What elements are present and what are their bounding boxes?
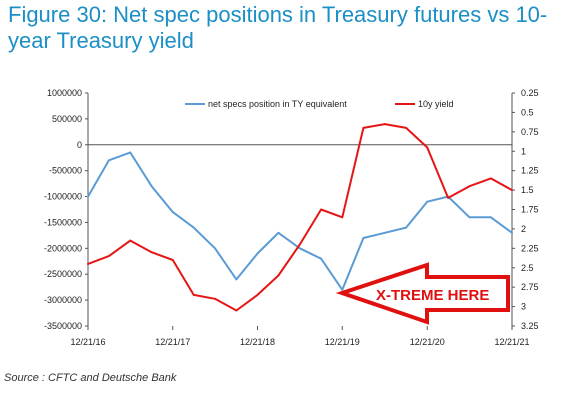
data-point-10y-yield xyxy=(298,243,301,246)
right-tick-label: 2.5 xyxy=(521,263,534,273)
data-point-10y-yield xyxy=(362,127,365,129)
x-tick-label: 12/21/19 xyxy=(325,337,360,347)
x-tick-label: 12/21/16 xyxy=(70,337,105,347)
source-note: Source : CFTC and Deutsche Bank xyxy=(4,372,177,384)
data-point-10y-yield xyxy=(447,196,450,199)
data-point-10y-yield xyxy=(320,208,323,211)
data-point-net-specs xyxy=(87,195,89,198)
left-tick-label: -1000000 xyxy=(44,192,82,202)
data-point-10y-yield xyxy=(489,177,492,180)
data-point-10y-yield xyxy=(468,185,471,188)
right-tick-label: 1.5 xyxy=(521,185,534,195)
left-tick-label: -2500000 xyxy=(44,269,82,279)
data-point-10y-yield xyxy=(192,294,195,296)
data-point-net-specs xyxy=(320,257,323,260)
data-point-net-specs xyxy=(362,237,365,239)
annotation-label: X-TREME HERE xyxy=(376,287,489,304)
data-point-net-specs xyxy=(214,247,216,250)
legend-label-net-specs: net specs position in TY equivalent xyxy=(208,99,347,109)
data-point-net-specs xyxy=(426,200,429,203)
data-point-10y-yield xyxy=(235,309,238,312)
data-point-net-specs xyxy=(341,288,344,291)
data-point-net-specs xyxy=(405,226,408,229)
left-tick-label: -3500000 xyxy=(44,321,82,331)
left-tick-label: -3000000 xyxy=(44,295,82,305)
left-tick-label: -500000 xyxy=(49,166,82,176)
right-tick-label: 2.25 xyxy=(521,243,539,253)
right-tick-label: 3 xyxy=(521,302,526,312)
right-tick-label: 1.75 xyxy=(521,205,539,215)
x-tick-label: 12/21/20 xyxy=(410,337,445,347)
arrow-shape xyxy=(335,262,510,325)
series-line-net-specs xyxy=(87,151,513,291)
data-point-net-specs xyxy=(277,231,280,234)
right-tick-label: 3.25 xyxy=(521,321,539,331)
x-tick-label: 12/21/18 xyxy=(240,337,275,347)
data-point-10y-yield xyxy=(277,274,280,277)
right-tick-label: 1 xyxy=(521,146,526,156)
right-axis-ticks: 0.25 0.5 0.75 1 1.25 1.5 1.75 2 2.25 2.5 2.75 3 3.25 xyxy=(512,88,539,331)
x-tick-label: 12/21/21 xyxy=(494,337,529,347)
right-tick-label: 0.5 xyxy=(521,107,534,117)
left-tick-label: -2000000 xyxy=(44,243,82,253)
data-point-10y-yield xyxy=(383,123,386,125)
data-point-10y-yield xyxy=(511,189,513,191)
annotation-arrow: X-TREME HERE xyxy=(335,262,510,325)
right-tick-label: 0.25 xyxy=(521,88,539,98)
right-tick-label: 2 xyxy=(521,224,526,234)
data-point-10y-yield xyxy=(87,262,89,265)
series-lines xyxy=(87,123,513,312)
data-point-net-specs xyxy=(107,159,110,162)
data-point-net-specs xyxy=(383,231,386,234)
x-tick-label: 12/21/17 xyxy=(155,337,190,347)
data-point-10y-yield xyxy=(171,259,174,261)
data-point-net-specs xyxy=(129,151,132,154)
left-tick-label: 500000 xyxy=(52,114,82,124)
figure-title: Figure 30: Net spec positions in Treasur… xyxy=(8,2,548,53)
legend: net specs position in TY equivalent 10y … xyxy=(185,99,454,109)
data-point-10y-yield xyxy=(341,216,344,219)
data-point-10y-yield xyxy=(107,255,110,257)
data-point-net-specs xyxy=(150,185,153,188)
data-point-10y-yield xyxy=(129,239,132,242)
right-tick-label: 2.75 xyxy=(521,282,539,292)
x-axis-ticks: 12/21/16 12/21/17 12/21/18 12/21/19 12/21/20… xyxy=(70,326,530,347)
data-point-net-specs xyxy=(235,278,238,281)
data-point-net-specs xyxy=(511,231,513,234)
legend-label-10y: 10y yield xyxy=(418,99,454,109)
data-point-net-specs xyxy=(192,226,195,229)
left-tick-label: -1500000 xyxy=(44,217,82,227)
right-tick-label: 0.75 xyxy=(521,127,539,137)
data-point-10y-yield xyxy=(150,251,153,254)
left-tick-label: 1000000 xyxy=(47,88,82,98)
data-point-10y-yield xyxy=(214,297,216,300)
data-point-10y-yield xyxy=(256,294,259,296)
data-point-10y-yield xyxy=(405,127,408,129)
data-point-net-specs xyxy=(489,216,492,219)
data-point-net-specs xyxy=(171,211,174,213)
data-point-10y-yield xyxy=(426,146,429,149)
data-point-net-specs xyxy=(298,247,301,250)
data-point-net-specs xyxy=(468,216,471,219)
left-tick-label: 0 xyxy=(77,140,82,150)
data-point-net-specs xyxy=(256,252,259,255)
left-axis-ticks: 1000000 500000 0 -500000 -1000000 -1500000 -20… xyxy=(44,88,88,331)
right-tick-label: 1.25 xyxy=(521,166,539,176)
